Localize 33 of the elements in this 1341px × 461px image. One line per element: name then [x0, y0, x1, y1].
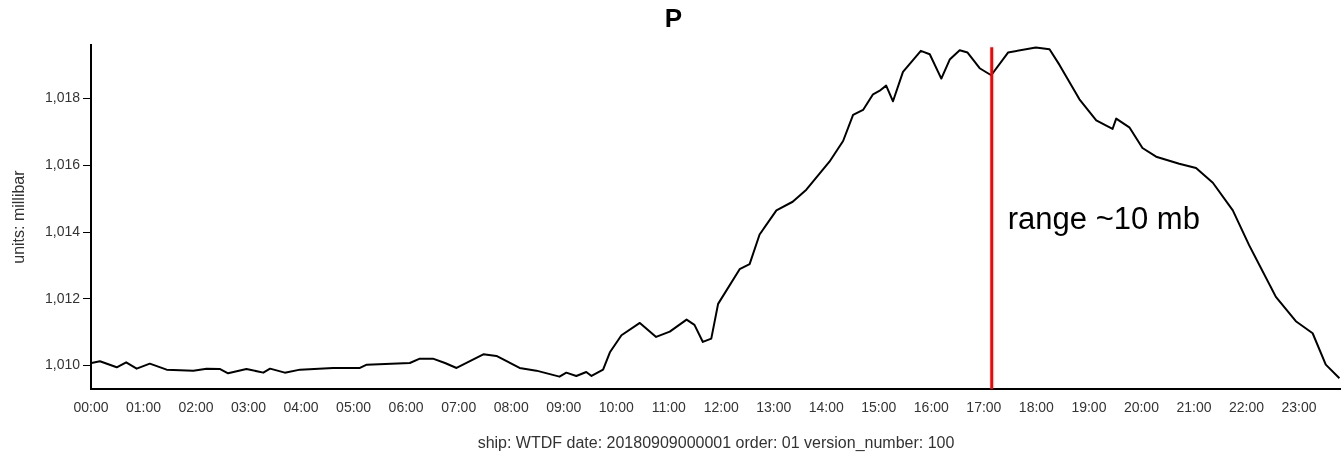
- ref-line-label: range ~10 mb: [1007, 200, 1200, 236]
- x-tick-label: 01:00: [126, 399, 162, 416]
- y-tick-label: 1,010: [44, 356, 81, 373]
- x-tick-label: 05:00: [336, 399, 372, 416]
- x-tick-label: 15:00: [861, 399, 897, 416]
- x-tick-label: 07:00: [441, 399, 477, 416]
- x-tick-label: 09:00: [546, 399, 582, 416]
- x-tick-label: 22:00: [1228, 399, 1265, 416]
- x-tick-label: 21:00: [1176, 399, 1212, 416]
- x-tick-label: 16:00: [913, 399, 950, 416]
- x-tick-label: 11:00: [651, 399, 686, 416]
- chart-title: P: [664, 2, 683, 33]
- y-tick-label: 1,018: [44, 89, 81, 106]
- x-tick-label: 13:00: [756, 399, 792, 416]
- x-tick-label: 19:00: [1071, 399, 1107, 416]
- y-axis-title: units: millibar: [10, 169, 28, 264]
- x-tick-label: 20:00: [1123, 399, 1160, 416]
- x-tick-label: 06:00: [388, 399, 424, 416]
- x-tick-label: 18:00: [1018, 399, 1055, 416]
- x-tick-label: 02:00: [178, 399, 214, 416]
- y-tick-label: 1,016: [44, 156, 81, 173]
- x-tick-label: 23:00: [1281, 399, 1317, 416]
- x-tick-label: 10:00: [598, 399, 634, 416]
- x-axis-title: ship: WTDF date: 20180909000001 order: 01 version_number: 100: [477, 433, 955, 452]
- x-tick-label: 08:00: [493, 399, 529, 416]
- x-tick-label: 14:00: [808, 399, 845, 416]
- y-tick-label: 1,012: [44, 289, 81, 306]
- x-tick-label: 00:00: [73, 399, 109, 416]
- y-tick-label: 1,014: [44, 222, 81, 239]
- x-tick-label: 04:00: [283, 399, 319, 416]
- x-tick-label: 03:00: [231, 399, 267, 416]
- x-tick-label: 17:00: [966, 399, 1002, 416]
- x-tick-label: 12:00: [703, 399, 739, 416]
